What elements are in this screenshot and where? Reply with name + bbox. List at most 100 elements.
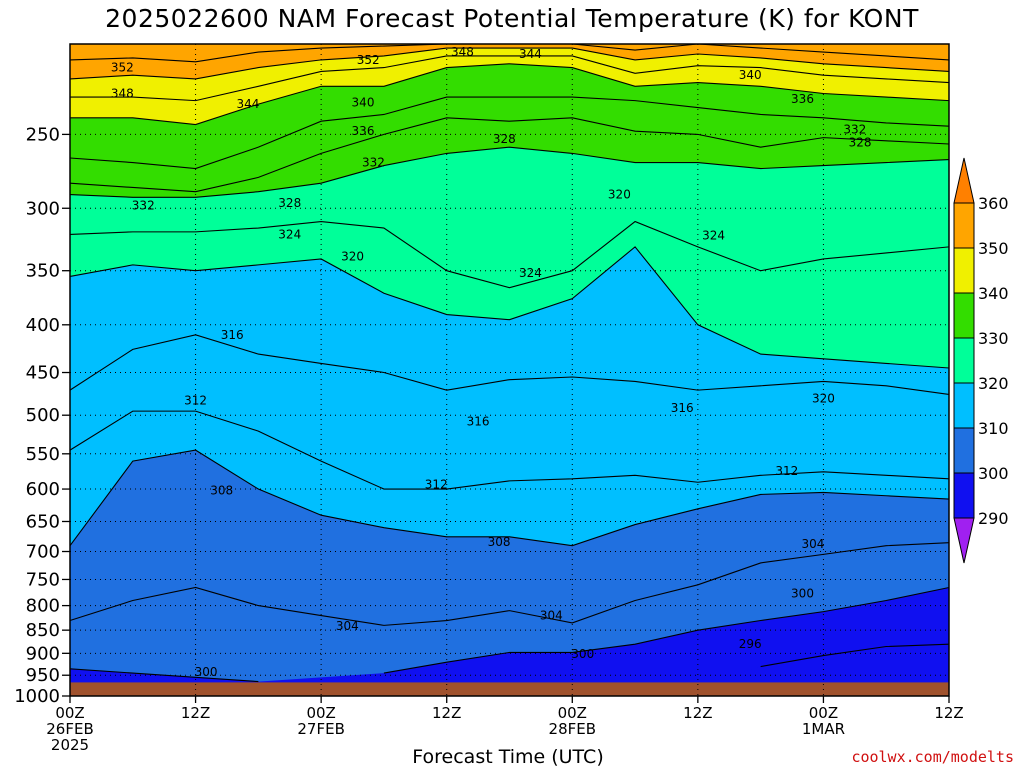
y-tick-label: 900	[26, 643, 60, 664]
isentrope-300	[69, 586, 950, 683]
colorbar-label: 340	[978, 284, 1009, 303]
band-fill-300	[70, 587, 949, 696]
contour-label: 344	[236, 97, 259, 111]
contour-label: 300	[791, 586, 814, 600]
contour-label: 340	[352, 95, 375, 109]
colorbar-bottom-arrow	[953, 517, 975, 564]
contour-label: 332	[843, 123, 866, 137]
colorbar-swatch	[953, 472, 975, 519]
contour-label: 348	[451, 45, 474, 59]
x-tick-label: 12Z	[181, 704, 210, 722]
colorbar-label: 310	[978, 419, 1009, 438]
colorbar-swatch	[953, 427, 975, 474]
contour-label: 296	[739, 637, 762, 651]
colorbar-swatch	[953, 202, 975, 249]
colorbar: 360 350 340 330 320 310 300 290	[953, 157, 1009, 564]
contour-label: 308	[210, 483, 233, 497]
y-tick-label: 700	[26, 542, 60, 563]
isentrope-304	[69, 542, 950, 626]
contour-label: 336	[352, 124, 375, 138]
contour-label: 312	[184, 393, 207, 407]
contour-label: 316	[671, 401, 694, 415]
contour-label: 312	[775, 464, 798, 478]
x-tick-label: 00Z	[306, 704, 335, 722]
colorbar-swatch	[953, 337, 975, 384]
isentrope-308	[69, 449, 950, 547]
y-tick-label: 250	[26, 124, 60, 145]
colorbar-swatch	[953, 247, 975, 294]
plot-frame	[69, 43, 950, 697]
contour-label: 304	[336, 619, 359, 633]
x-tick-label: 12Z	[432, 704, 461, 722]
x-tick-label: 2025	[51, 736, 89, 754]
contour-label: 316	[467, 415, 490, 429]
y-tick-label: 500	[26, 405, 60, 426]
chart-title: 2025022600 NAM Forecast Potential Temper…	[105, 4, 919, 33]
y-tick-label: 800	[26, 596, 60, 617]
isentrope-320	[69, 246, 950, 369]
isentrope-344	[70, 55, 950, 102]
isentrope-328	[69, 146, 950, 198]
isentrope-lines	[69, 43, 950, 683]
isentrope-324	[69, 220, 950, 289]
contour-label: 320	[812, 392, 835, 406]
x-tick-label: 28FEB	[549, 720, 596, 738]
colorbar-top-arrow	[953, 157, 975, 204]
y-tick-label: 400	[26, 315, 60, 336]
contour-label: 316	[221, 328, 244, 342]
contour-label: 324	[702, 229, 725, 243]
contour-label: 332	[132, 199, 155, 213]
x-tick-label: 12Z	[934, 704, 963, 722]
y-tick-label: 350	[26, 261, 60, 282]
x-axis-title: Forecast Time (UTC)	[412, 746, 604, 768]
colorbar-label: 290	[978, 509, 1009, 528]
contour-label: 304	[802, 537, 825, 551]
isentrope-340	[70, 63, 950, 126]
isentrope-332	[69, 117, 950, 193]
x-tick-label: 12Z	[683, 704, 712, 722]
y-tick-label: 950	[26, 665, 60, 686]
isentrope-336	[69, 96, 950, 170]
contour-label: 312	[425, 477, 448, 491]
contour-label: 328	[493, 132, 516, 146]
y-tick-label: 1000	[14, 686, 60, 707]
contour-label: 340	[739, 68, 762, 82]
contour-label: 344	[519, 47, 542, 61]
contour-label: 324	[519, 266, 542, 280]
contour-label: 336	[791, 92, 814, 106]
x-tick-label: 00Z	[809, 704, 838, 722]
colorbar-label: 330	[978, 329, 1009, 348]
isentrope-296	[760, 643, 950, 668]
colorbar-swatch	[953, 382, 975, 429]
y-tick-label: 450	[26, 363, 60, 384]
x-tick-label: 1MAR	[802, 720, 845, 738]
colorbar-label: 360	[978, 194, 1009, 213]
contour-label: 300	[571, 647, 594, 661]
contour-label: 300	[195, 665, 218, 679]
isentrope-312	[69, 410, 950, 490]
contour-label: 332	[362, 156, 385, 170]
y-axis: 2503003504004505005506006507007508008509…	[14, 124, 70, 707]
contour-label: 304	[540, 609, 563, 623]
y-tick-label: 750	[26, 569, 60, 590]
contour-label: 320	[608, 188, 631, 202]
x-tick-label: 26FEB	[46, 720, 93, 738]
contour-label: 348	[111, 87, 134, 101]
colorbar-label: 320	[978, 374, 1009, 393]
colorbar-swatch	[953, 292, 975, 339]
x-tick-label: 00Z	[558, 704, 587, 722]
ground-surface	[70, 682, 949, 696]
y-tick-label: 850	[26, 620, 60, 641]
contour-label: 328	[849, 135, 872, 149]
y-tick-label: 650	[26, 511, 60, 532]
contour-label: 352	[357, 53, 380, 67]
credit-text: coolwx.com/modelts	[851, 748, 1014, 766]
contour-label: 324	[278, 227, 301, 241]
contour-label: 352	[111, 61, 134, 75]
colorbar-label: 350	[978, 239, 1009, 258]
contour-label: 320	[341, 250, 364, 264]
y-tick-label: 300	[26, 198, 60, 219]
